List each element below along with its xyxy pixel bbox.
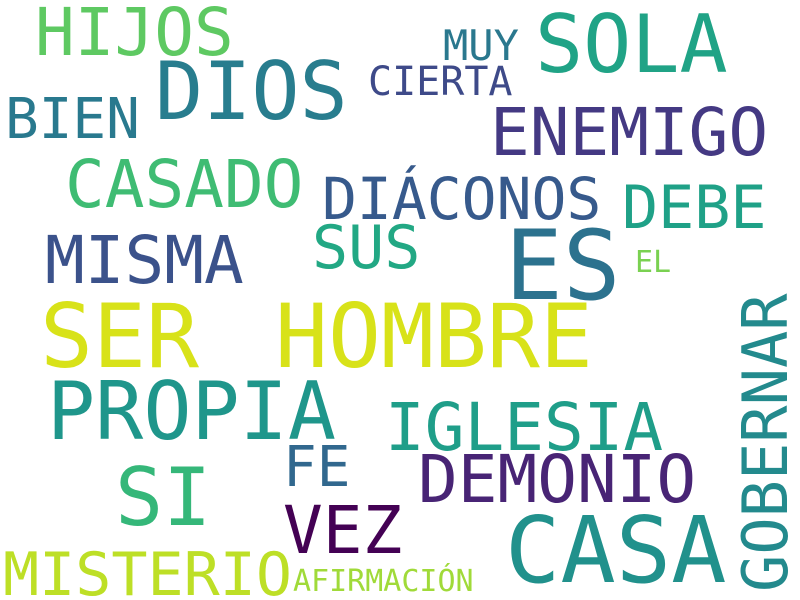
word-hijos: HIJOS: [35, 0, 234, 71]
word-mismo: MISMA: [45, 222, 244, 299]
word-demonio: DEMONIO: [418, 441, 697, 518]
word-misterio: MISTERIO: [3, 540, 292, 600]
word-debe: DEBE: [622, 173, 767, 243]
word-es: ES: [505, 210, 621, 322]
word-casado: CASADO: [65, 146, 304, 223]
word-bien: BIEN: [5, 87, 140, 152]
word-muy: MUY: [443, 21, 519, 70]
word-si: SI: [115, 451, 212, 544]
word-ser: SER: [40, 285, 199, 388]
word-enemigo: ENEMIGO: [490, 94, 769, 171]
word-cierta: CIERTA: [368, 59, 513, 105]
word-hombre: HOMBRE: [275, 285, 593, 388]
word-diaconos: DIÁCONOS: [322, 165, 602, 233]
word-propia: PROPIA: [47, 365, 336, 458]
word-casa: CASA: [505, 497, 727, 600]
word-sus: SUS: [312, 213, 421, 283]
word-sola: SOLA: [535, 0, 728, 91]
word-vez: VEZ: [283, 492, 403, 569]
word-afirmacion: AFIRMACIÓN: [293, 564, 474, 599]
word-el: EL: [635, 245, 672, 280]
word-iglesia: IGLESIA: [385, 389, 664, 466]
word-gobernar: GOBERNAR: [729, 293, 800, 592]
word-fe: FE: [283, 435, 351, 500]
word-dios: DIOS: [155, 45, 348, 138]
